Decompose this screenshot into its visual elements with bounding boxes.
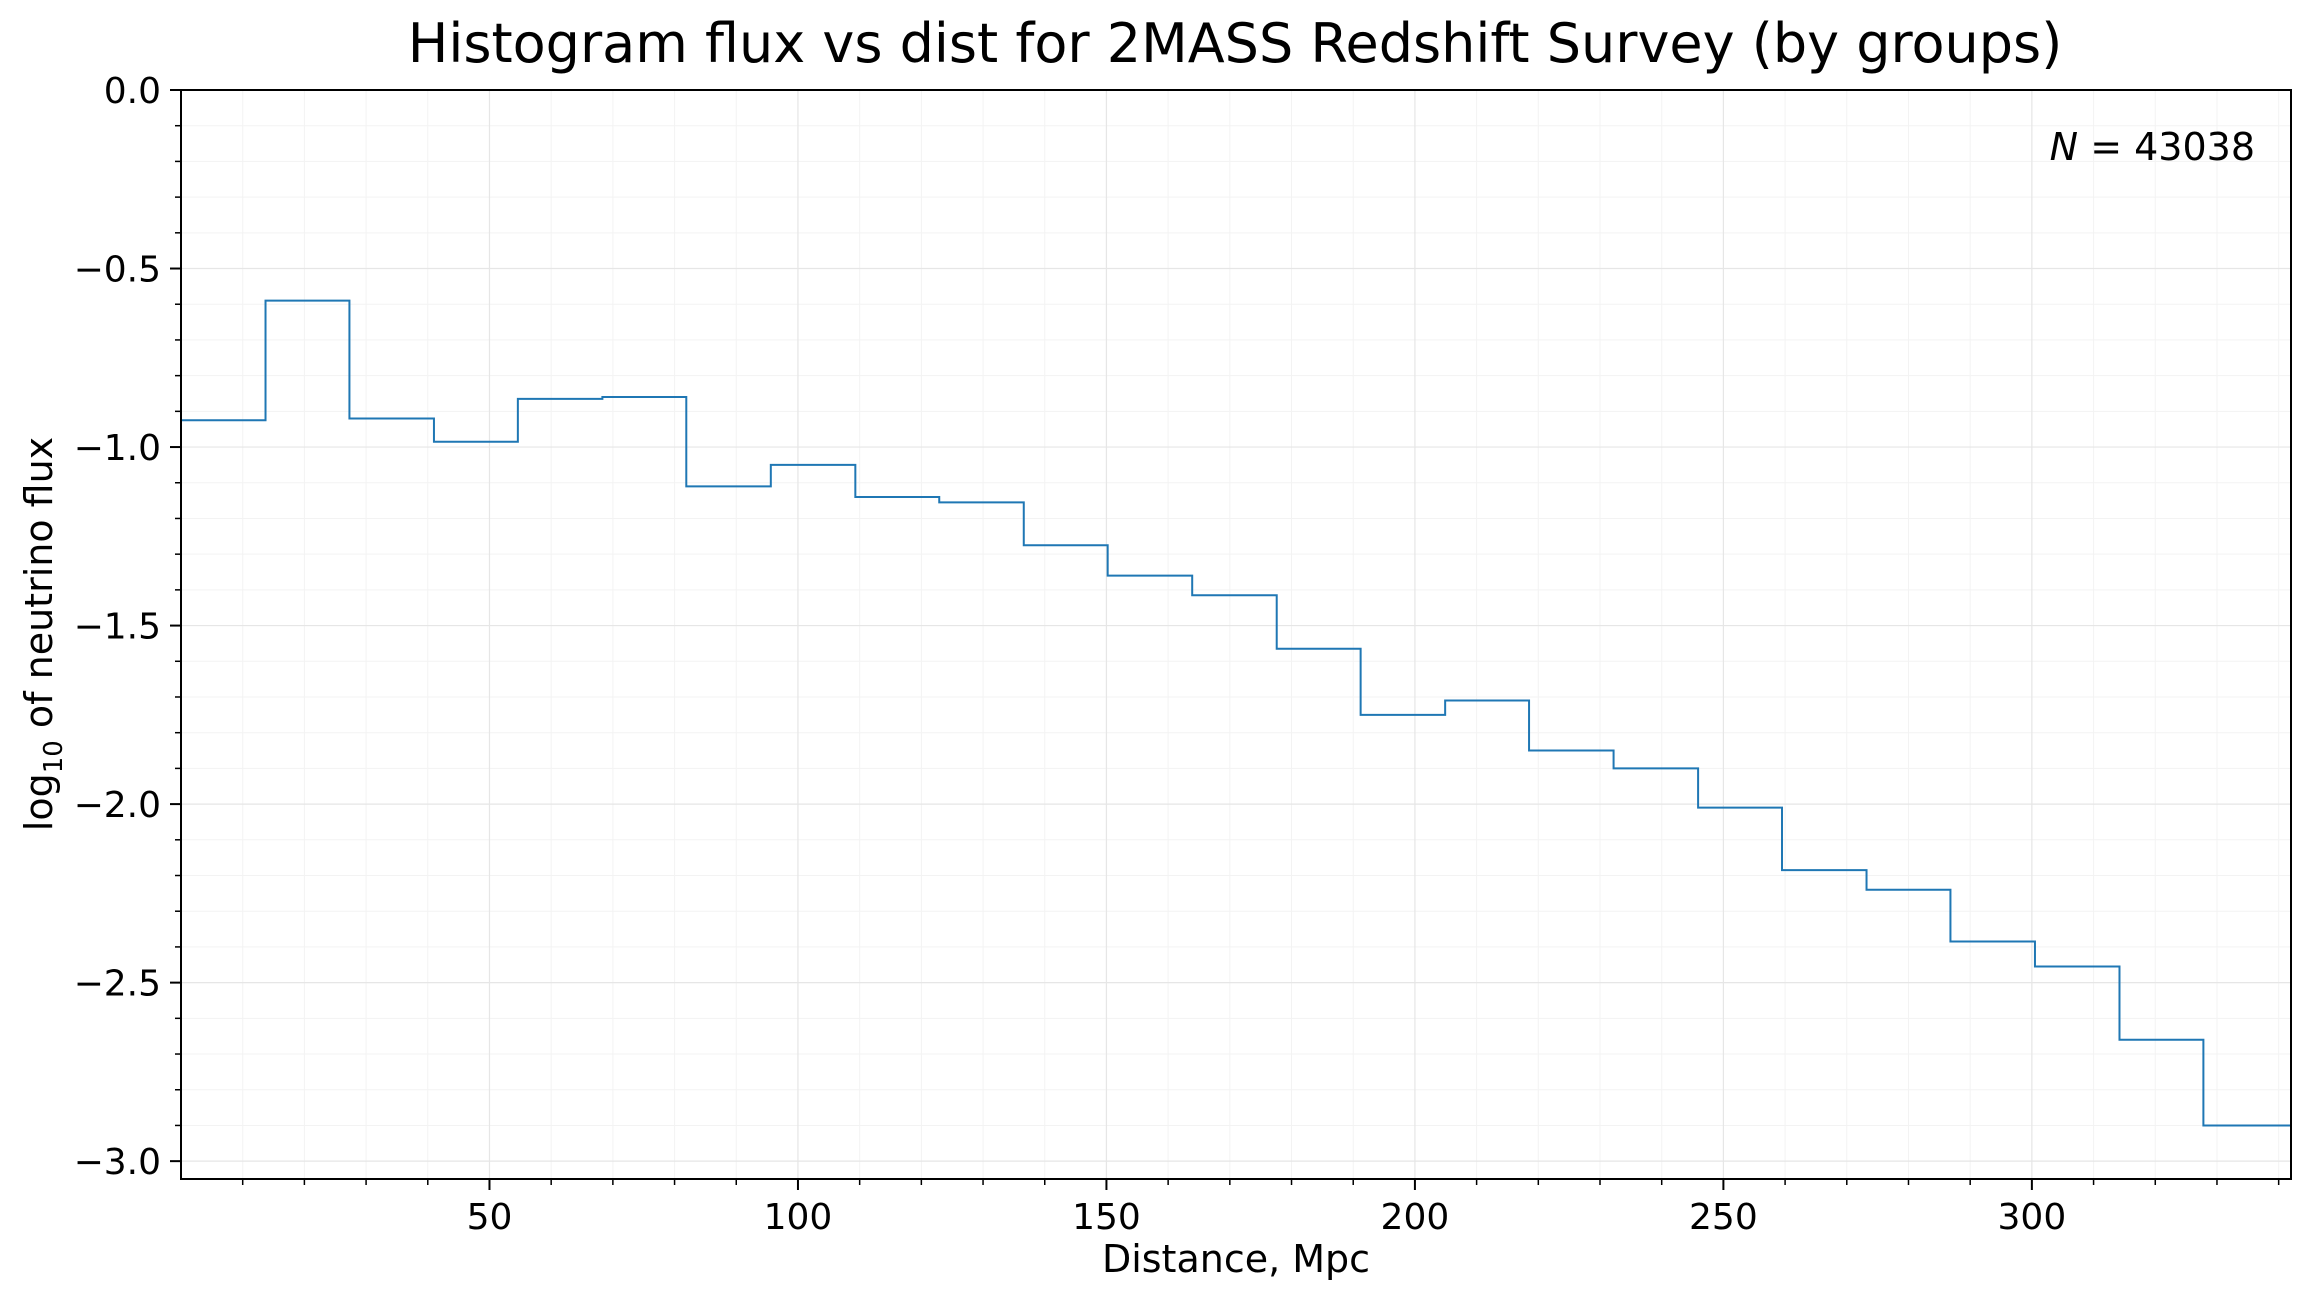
y-tick-label: −2.0 bbox=[74, 785, 161, 826]
x-tick-label: 150 bbox=[1072, 1197, 1141, 1238]
x-tick-label: 250 bbox=[1689, 1197, 1758, 1238]
x-axis-label: Distance, Mpc bbox=[1102, 1237, 1370, 1281]
y-tick-label: −3.0 bbox=[74, 1142, 161, 1183]
histogram-step-line bbox=[181, 299, 2291, 1127]
x-tick-label: 300 bbox=[1998, 1197, 2067, 1238]
y-tick-label: 0.0 bbox=[104, 71, 161, 112]
x-tick-label: 100 bbox=[764, 1197, 833, 1238]
y-axis-label: log10 of neutrino flux bbox=[17, 437, 69, 831]
grid-lines bbox=[181, 89, 2291, 1179]
plot-frame bbox=[180, 89, 2292, 1180]
tick-labels: 50 100 150 200 250 300 0.0 −0.5 −1.0 −1.5 −2.0 −2.5… bbox=[74, 71, 2067, 1238]
y-tick-label: −1.0 bbox=[74, 428, 161, 469]
x-tick-label: 50 bbox=[467, 1197, 513, 1238]
y-tick-label: −1.5 bbox=[74, 607, 161, 648]
y-tick-label: −0.5 bbox=[74, 250, 161, 291]
y-tick-label: −2.5 bbox=[74, 964, 161, 1005]
count-annotation: N = 43038 bbox=[2050, 125, 2255, 169]
x-tick-label: 200 bbox=[1381, 1197, 1450, 1238]
axis-ticks bbox=[170, 89, 2280, 1190]
chart-title: Histogram flux vs dist for 2MASS Redshif… bbox=[408, 12, 2063, 75]
